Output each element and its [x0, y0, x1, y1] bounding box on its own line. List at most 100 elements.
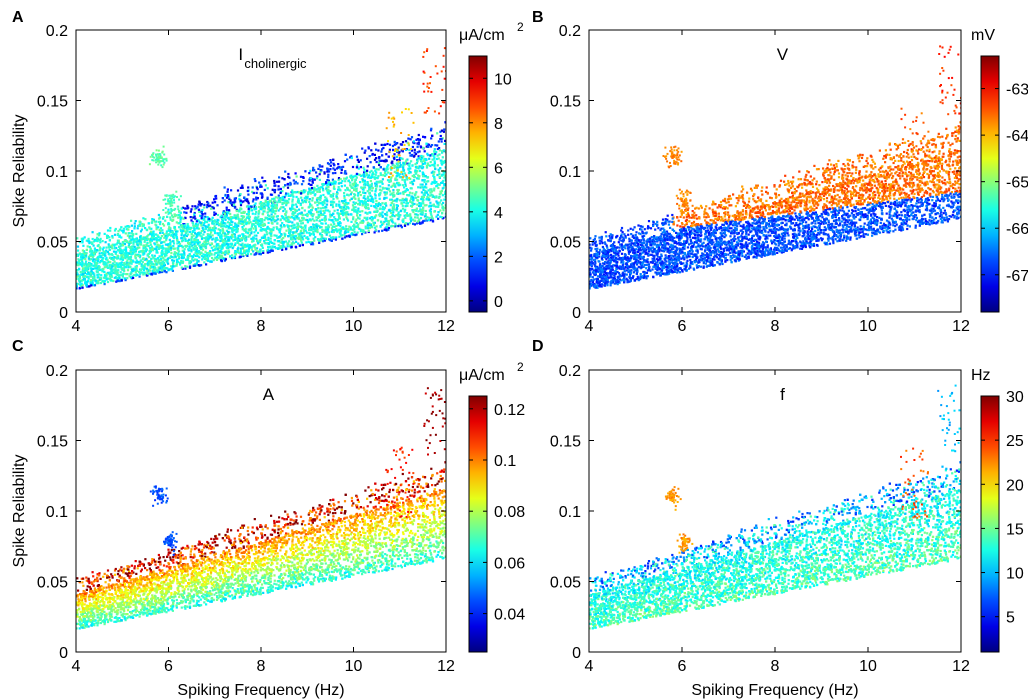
data-point [396, 207, 399, 211]
data-point [283, 208, 286, 211]
data-point [427, 218, 430, 221]
data-point [108, 253, 111, 256]
data-point [336, 212, 339, 215]
data-point [438, 183, 441, 186]
data-point [322, 209, 325, 212]
data-point [334, 218, 337, 221]
data-point [109, 264, 112, 267]
data-point [197, 223, 200, 226]
data-point [211, 249, 215, 252]
data-point [252, 198, 255, 201]
data-point [384, 193, 387, 196]
data-point [120, 243, 123, 246]
data-point [134, 271, 137, 274]
data-point [295, 195, 298, 199]
data-point [345, 172, 348, 175]
data-point [264, 237, 267, 240]
data-point [429, 129, 433, 132]
data-point [183, 224, 186, 227]
data-point [419, 209, 422, 213]
data-point [146, 262, 149, 265]
data-point [285, 204, 288, 207]
data-point [200, 246, 203, 249]
data-point [118, 274, 121, 277]
data-point [337, 178, 340, 181]
data-point [355, 189, 358, 192]
data-point [227, 201, 230, 204]
data-point [391, 160, 394, 163]
data-point [212, 207, 215, 210]
data-point [385, 211, 389, 214]
data-point [178, 241, 181, 244]
data-point [405, 187, 408, 191]
data-point [219, 235, 222, 238]
data-point [227, 195, 230, 198]
data-point [276, 201, 279, 204]
data-point [410, 197, 413, 201]
data-point [386, 142, 389, 146]
data-point [118, 228, 121, 231]
data-point [264, 184, 267, 187]
data-point [178, 250, 181, 253]
data-point [444, 192, 446, 196]
data-point [402, 163, 405, 166]
data-point [287, 227, 290, 230]
data-point [256, 217, 259, 220]
data-point [126, 277, 129, 280]
data-point [305, 231, 308, 234]
data-point [301, 236, 304, 239]
data-point [416, 170, 419, 173]
data-point [188, 262, 191, 265]
data-point [443, 171, 446, 174]
data-point [176, 242, 179, 245]
data-point [302, 230, 306, 233]
data-point [329, 213, 332, 216]
data-point [139, 230, 143, 233]
data-point [436, 213, 439, 217]
data-point [135, 237, 138, 241]
data-point [290, 245, 293, 249]
data-point [213, 225, 216, 228]
data-point [76, 261, 79, 264]
data-point [255, 221, 258, 224]
data-point [304, 229, 307, 232]
data-point [142, 273, 145, 276]
data-point [288, 229, 291, 232]
data-point [193, 208, 196, 211]
data-point [262, 210, 265, 213]
data-point [380, 150, 383, 153]
data-point [244, 218, 247, 221]
data-point [87, 266, 90, 269]
data-point [129, 255, 133, 258]
data-point [148, 227, 151, 230]
data-point [257, 223, 260, 226]
data-point [351, 204, 355, 207]
data-point [366, 216, 369, 219]
data-point [271, 249, 274, 252]
data-point [270, 219, 273, 222]
data-point [124, 279, 127, 282]
data-point [258, 225, 261, 228]
data-point [317, 211, 320, 214]
data-point [186, 265, 189, 268]
data-point [169, 229, 172, 232]
data-point [305, 241, 308, 244]
data-point [231, 216, 234, 219]
data-point [291, 200, 294, 203]
data-point [211, 238, 214, 241]
data-point [212, 222, 216, 225]
data-point [246, 254, 249, 257]
data-point [185, 226, 188, 229]
data-point [378, 188, 381, 191]
data-point [110, 257, 113, 260]
data-point [344, 227, 347, 230]
data-point [398, 157, 401, 160]
data-point [245, 205, 249, 208]
data-point [272, 207, 275, 210]
data-point [429, 145, 432, 148]
data-point [425, 197, 428, 201]
data-point [297, 217, 300, 220]
data-point [409, 220, 413, 223]
data-point [296, 213, 299, 216]
data-point [158, 228, 161, 231]
